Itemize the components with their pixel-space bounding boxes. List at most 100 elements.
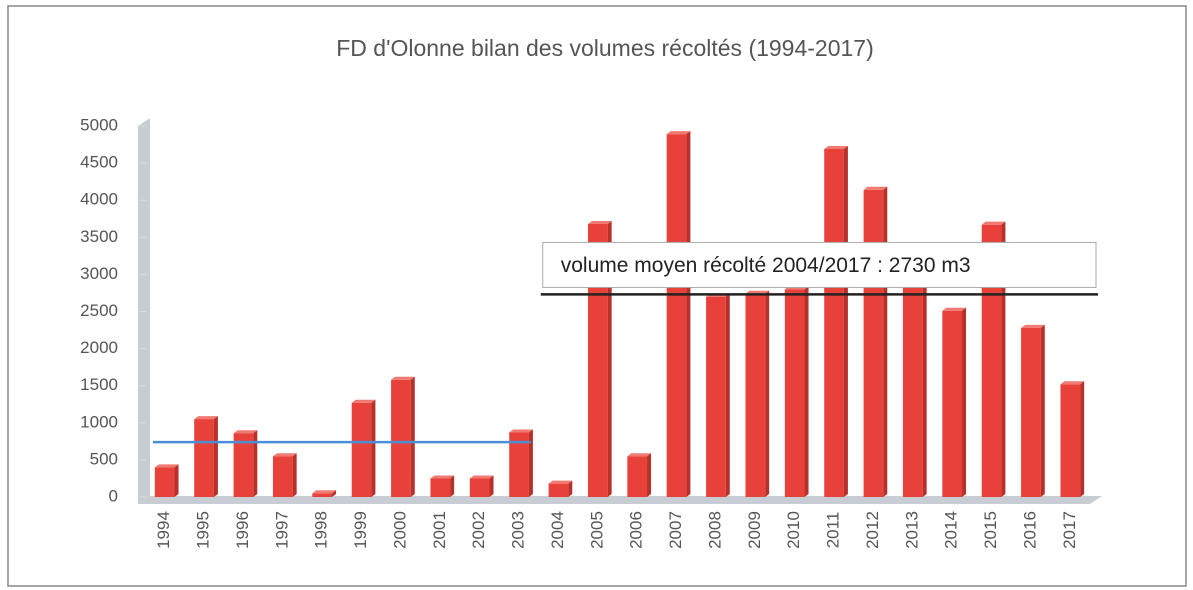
x-tick-label: 2005 [587,511,606,549]
x-tick-label: 2006 [627,511,646,549]
x-tick-label: 2003 [509,511,528,549]
bar [942,310,963,497]
bar-top [509,429,533,433]
y-tick-label: 3500 [80,227,118,246]
bar-side [371,399,376,497]
bar-top [863,186,888,190]
bar-top [312,490,337,494]
x-tick-label: 2008 [705,511,724,549]
bar [430,478,451,497]
bar-side [174,464,179,497]
bar-top [981,221,1006,225]
bar [233,433,254,497]
bar-side [410,376,415,497]
y-tick-label: 3000 [80,264,118,283]
bar [745,293,766,497]
x-tick-label: 1996 [233,511,252,549]
x-tick-label: 2016 [1020,511,1039,549]
bar-side [765,290,770,497]
bar-top [824,146,848,150]
bar-top [351,399,376,403]
bar-side [725,293,730,497]
bar-side [292,453,297,497]
bar-side [450,475,455,497]
bar-side [804,286,809,497]
x-tick-label: 2004 [548,511,567,549]
bar [981,224,1002,497]
bar-top [627,453,652,457]
bar-side [1001,221,1006,497]
bar-side [686,131,691,498]
bar-top [154,464,179,468]
x-tick-label: 1995 [194,511,213,549]
chart-title: FD d'Olonne bilan des volumes récoltés (… [336,35,874,61]
bar-side [883,186,888,497]
x-tick-label: 2013 [902,511,921,549]
bar [154,467,175,497]
bar-top [1021,324,1045,328]
bar-side [607,220,612,497]
bar [312,493,333,497]
bar [824,149,844,497]
y-tick-label: 5000 [80,115,118,134]
bar-top [745,290,770,294]
bar-side [647,453,652,497]
bar [391,379,411,497]
bar-side [568,480,573,497]
x-tick-label: 2014 [942,511,961,549]
y-tick-label: 500 [90,449,118,468]
bar [194,419,214,497]
annotation-box [542,241,1097,288]
x-tick-label: 2001 [430,511,449,549]
y-tick-label: 2500 [80,301,118,320]
bar-top [942,307,967,311]
bar [548,483,569,497]
x-tick-label: 1997 [272,511,291,549]
bar-top [272,453,297,457]
x-tick-label: 2017 [1060,511,1079,549]
bar [627,456,648,497]
bar [587,223,608,497]
x-tick-label: 2011 [824,512,843,549]
bar [351,402,372,497]
y-tick-label: 1000 [80,412,118,431]
bar [666,134,687,498]
y-tick-label: 2000 [80,338,118,357]
bar-top [233,430,258,434]
x-tick-label: 2009 [745,511,764,549]
bar-top [430,475,455,479]
bar [863,189,884,497]
y-tick-label: 4500 [80,153,118,172]
bar-side [528,429,533,497]
bar-side [332,490,337,497]
bar-side [213,416,218,497]
bar-side [1080,381,1085,497]
bar-side [962,307,967,497]
x-tick-label: 2000 [390,511,409,549]
x-tick-label: 2002 [469,511,488,549]
bar [469,478,490,497]
x-tick-label: 2012 [863,511,882,549]
x-tick-label: 1994 [154,511,173,549]
axis-floor [138,496,1102,504]
bar [902,281,923,497]
bar [272,456,293,497]
x-tick-label: 2015 [981,511,1000,549]
x-tick-label: 2010 [784,511,803,549]
bar-top [666,131,691,135]
bar-side [489,475,494,497]
x-tick-label: 1998 [312,511,331,549]
bar-top [469,475,494,479]
bar-side [1040,324,1045,497]
bar-top [391,376,415,380]
bar-top [587,220,612,224]
bar [784,289,805,497]
x-tick-label: 1999 [351,511,370,549]
y-tick-label: 4000 [80,190,118,209]
bar-side [843,146,848,497]
bar-top [194,416,218,420]
bar-side [253,430,258,497]
bar-top [548,480,573,484]
y-tick-label: 0 [109,486,118,505]
